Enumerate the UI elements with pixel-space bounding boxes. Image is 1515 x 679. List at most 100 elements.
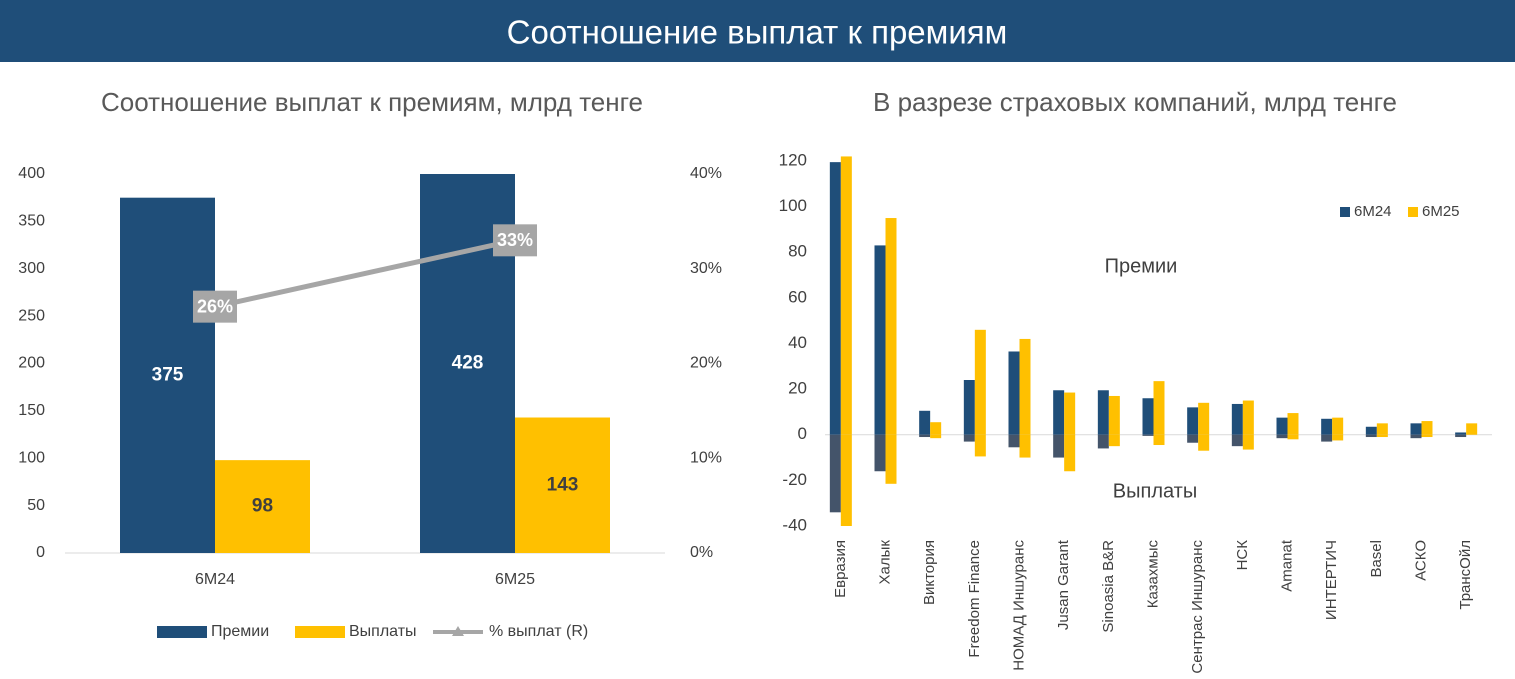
bar bbox=[1376, 423, 1388, 435]
bar bbox=[1187, 434, 1199, 443]
x-tick-label: Евразия bbox=[832, 540, 849, 598]
line-label-box bbox=[493, 224, 537, 257]
y-tick-label: 400 bbox=[18, 165, 45, 182]
bar bbox=[1365, 426, 1377, 435]
bar bbox=[1287, 413, 1299, 435]
y2-tick-label: 0% bbox=[690, 544, 713, 561]
bar bbox=[1008, 434, 1020, 448]
x-tick-label: 6M25 bbox=[495, 571, 535, 588]
bar bbox=[1142, 398, 1154, 435]
legend-label: 6M25 bbox=[1422, 203, 1460, 220]
bar bbox=[840, 156, 852, 435]
y-tick-label: 40 bbox=[788, 333, 807, 352]
bar bbox=[1153, 434, 1165, 446]
bar bbox=[874, 245, 886, 435]
y-tick-label: 100 bbox=[779, 196, 807, 215]
value-label: 428 bbox=[452, 353, 484, 374]
bar bbox=[930, 434, 942, 439]
bar bbox=[885, 218, 897, 435]
bar bbox=[1242, 434, 1254, 450]
y-tick-label: 60 bbox=[788, 287, 807, 306]
bar bbox=[1187, 407, 1199, 435]
x-tick-label: НСК bbox=[1234, 540, 1251, 571]
y2-tick-label: 20% bbox=[690, 355, 722, 372]
x-tick-label: Казахмыс bbox=[1144, 540, 1161, 609]
bar bbox=[1332, 434, 1344, 441]
y-tick-label: 50 bbox=[27, 497, 45, 514]
chart-title: В разрезе страховых компаний, млрд тенге bbox=[873, 87, 1397, 117]
bar bbox=[963, 434, 975, 442]
legend-label: % выплат (R) bbox=[489, 623, 588, 640]
y-tick-label: 300 bbox=[18, 260, 45, 277]
bar bbox=[1008, 351, 1020, 435]
x-tick-label: 6M24 bbox=[195, 571, 235, 588]
bar bbox=[1064, 392, 1076, 435]
bar bbox=[1276, 417, 1288, 435]
bar bbox=[919, 410, 931, 435]
bar bbox=[120, 197, 215, 553]
bar bbox=[930, 422, 942, 435]
y2-tick-label: 30% bbox=[690, 260, 722, 277]
value-label: 143 bbox=[547, 474, 579, 495]
bar bbox=[919, 434, 931, 438]
x-tick-label: Халык bbox=[876, 540, 893, 585]
x-tick-label: Freedom Finance bbox=[966, 540, 983, 658]
bar bbox=[1198, 434, 1210, 451]
bar bbox=[1466, 423, 1478, 435]
y-tick-label: 0 bbox=[36, 544, 45, 561]
bar bbox=[1097, 390, 1109, 435]
y-tick-label: 20 bbox=[788, 379, 807, 398]
bar bbox=[963, 380, 975, 435]
bar bbox=[829, 434, 841, 513]
bar bbox=[1455, 432, 1467, 435]
bar bbox=[874, 434, 886, 472]
y-tick-label: 100 bbox=[18, 449, 45, 466]
line-label: 26% bbox=[197, 296, 233, 316]
bar bbox=[1276, 434, 1288, 439]
value-label: 98 bbox=[252, 496, 273, 517]
legend-label: Выплаты bbox=[349, 623, 417, 640]
bar bbox=[1097, 434, 1109, 449]
bar bbox=[1019, 338, 1031, 435]
bar bbox=[1332, 417, 1344, 435]
bar bbox=[1410, 423, 1422, 435]
y-tick-label: 200 bbox=[18, 355, 45, 372]
legend-swatch bbox=[295, 626, 345, 638]
bar bbox=[1153, 381, 1165, 435]
page-title: Соотношение выплат к премиям bbox=[507, 14, 1008, 51]
bar bbox=[420, 174, 515, 553]
bar bbox=[1242, 400, 1254, 435]
legend-swatch bbox=[1340, 207, 1350, 217]
y-tick-label: 0 bbox=[798, 424, 807, 443]
bar bbox=[1231, 403, 1243, 435]
bar bbox=[1365, 434, 1377, 438]
bar bbox=[1421, 434, 1433, 438]
x-tick-label: НОМАД Иншуранс bbox=[1010, 540, 1027, 671]
bar bbox=[840, 434, 852, 526]
legend-swatch bbox=[1408, 207, 1418, 217]
bar bbox=[1142, 434, 1154, 436]
bar bbox=[1108, 395, 1120, 435]
x-tick-label: ИНТЕРТИЧ bbox=[1323, 540, 1340, 620]
bar bbox=[1376, 434, 1388, 438]
annotation: Выплаты bbox=[1113, 480, 1197, 502]
bar bbox=[1064, 434, 1076, 472]
y-tick-label: 250 bbox=[18, 307, 45, 324]
chart-title: Соотношение выплат к премиям, млрд тенге bbox=[101, 87, 643, 117]
line-label: 33% bbox=[497, 230, 533, 250]
x-tick-label: Sinoasia B&R bbox=[1100, 540, 1117, 633]
x-tick-label: АСКО bbox=[1412, 540, 1429, 581]
bar bbox=[1231, 434, 1243, 447]
y2-tick-label: 10% bbox=[690, 449, 722, 466]
bar bbox=[974, 329, 986, 435]
line bbox=[214, 237, 516, 310]
bar bbox=[1287, 434, 1299, 440]
bar bbox=[829, 162, 841, 435]
bar bbox=[1053, 434, 1065, 458]
legend-marker bbox=[452, 626, 464, 636]
annotation: Премии bbox=[1105, 255, 1178, 277]
y2-tick-label: 40% bbox=[690, 165, 722, 182]
legend-label: 6M24 bbox=[1354, 203, 1392, 220]
